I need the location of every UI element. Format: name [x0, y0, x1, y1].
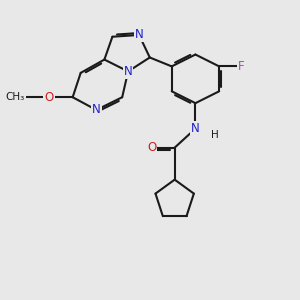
Text: N: N [135, 28, 143, 41]
Text: N: N [191, 122, 200, 135]
Text: N: N [124, 65, 133, 78]
Text: N: N [92, 103, 101, 116]
Text: O: O [44, 91, 54, 104]
Text: H: H [211, 130, 219, 140]
Text: O: O [147, 141, 157, 154]
Text: CH₃: CH₃ [6, 92, 25, 102]
Text: F: F [238, 60, 245, 73]
